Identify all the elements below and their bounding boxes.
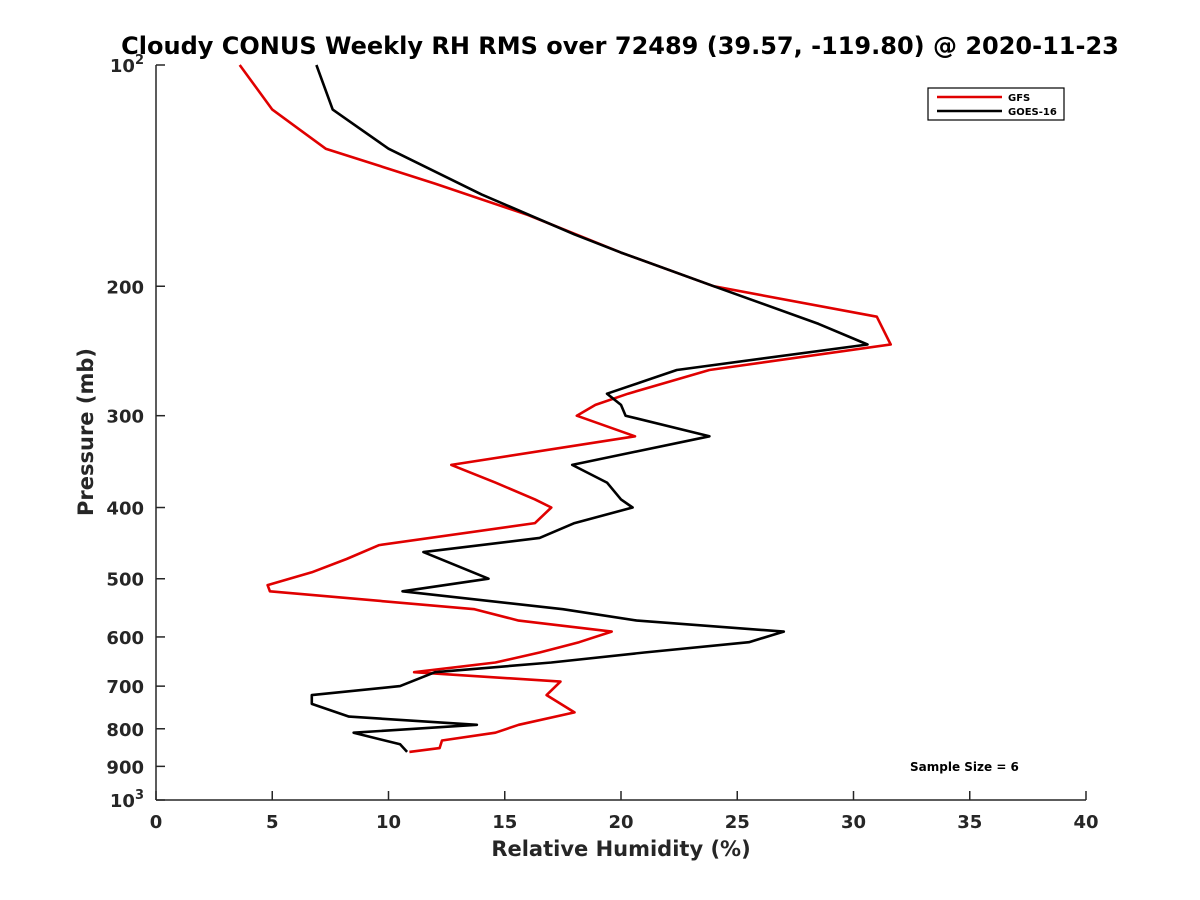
y-tick-label: 102 [110,53,144,77]
series-line-goes-16 [310,64,869,753]
x-tick-label: 0 [150,812,163,833]
legend-label-gfs: GFS [1008,93,1030,104]
legend-label-goes16: GOES-16 [1008,107,1057,118]
x-ticks: 0 5 10 15 20 25 30 35 40 [150,791,1099,833]
y-ticks: 102 200 300 400 500 600 700 800 900 103 [106,53,165,812]
x-tick-label: 35 [957,812,982,833]
y-tick-label: 500 [106,570,144,591]
x-axis-label: Relative Humidity (%) [491,837,750,861]
y-tick-label: 200 [106,277,144,298]
y-tick-label: 400 [106,499,144,520]
series-layer [238,64,893,754]
series-line-gfs [238,64,893,754]
x-tick-label: 15 [492,812,517,833]
x-tick-label: 25 [725,812,750,833]
y-tick-label: 103 [110,788,144,812]
y-tick-label: 300 [106,407,144,428]
chart-title: Cloudy CONUS Weekly RH RMS over 72489 (3… [121,32,1119,60]
y-tick-label: 700 [106,677,144,698]
x-tick-label: 40 [1073,812,1098,833]
legend-box [927,87,1065,121]
legend: GFS GOES-16 [927,87,1065,121]
x-tick-label: 20 [608,812,633,833]
x-tick-label: 10 [376,812,401,833]
y-axis-label: Pressure (mb) [74,348,98,516]
y-tick-label: 800 [106,720,144,741]
y-tick-label: 900 [106,757,144,778]
sample-size-annotation: Sample Size = 6 [910,760,1019,774]
x-tick-label: 30 [841,812,866,833]
y-tick-label: 600 [106,628,144,649]
x-tick-label: 5 [266,812,279,833]
